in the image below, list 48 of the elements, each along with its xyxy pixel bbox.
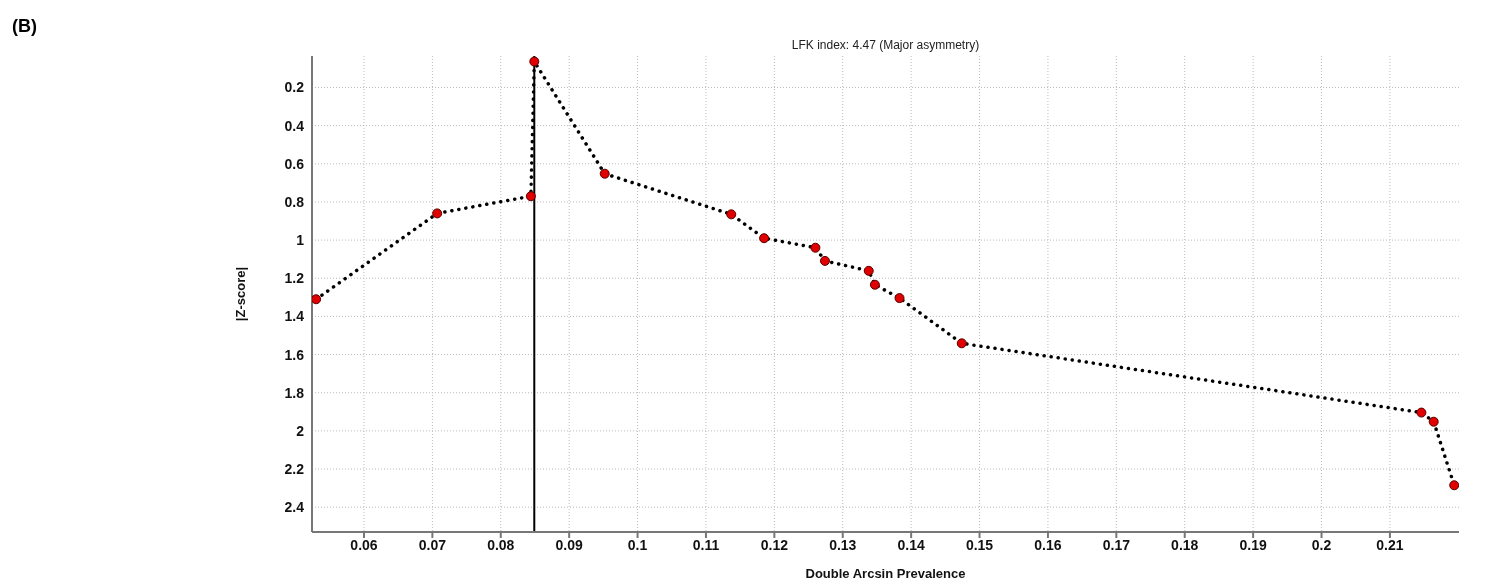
y-tick-label: 1.4: [284, 308, 305, 325]
x-tick-label: 0.09: [555, 536, 584, 553]
y-tick-label: 2.4: [284, 499, 305, 516]
x-tick-label: 0.19: [1239, 536, 1267, 553]
y-tick-label: 0.8: [284, 193, 305, 210]
point: [956, 338, 967, 349]
point: [525, 191, 536, 202]
x-tick-label: 0.16: [1034, 536, 1062, 553]
point: [599, 168, 610, 179]
x-tick-label: 0.21: [1376, 536, 1404, 553]
x-tick-label: 0.11: [692, 536, 720, 553]
point: [869, 279, 880, 290]
y-tick-label: 0.6: [284, 155, 305, 172]
y-tick-label: 0.2: [284, 79, 305, 96]
point: [1449, 480, 1459, 491]
y-tick-label: 1.6: [284, 346, 305, 363]
point: [810, 242, 821, 253]
x-tick-label: 0.06: [350, 536, 378, 553]
y-tick-label: 1.8: [284, 384, 305, 401]
point: [529, 56, 540, 67]
point: [312, 294, 322, 305]
x-tick-label: 0.17: [1102, 536, 1131, 553]
point: [863, 265, 874, 276]
y-tick-label: 1: [296, 232, 305, 249]
point: [894, 293, 905, 304]
y-tick-label: 0.4: [284, 117, 305, 134]
point: [432, 208, 443, 219]
x-tick-label: 0.07: [418, 536, 447, 553]
x-tick-label: 0.08: [487, 536, 515, 553]
text: (B): [12, 16, 37, 37]
y-tick-label: 2.2: [284, 461, 305, 478]
x-tick-label: 0.15: [965, 536, 994, 553]
chart-title: LFK index: 4.47 (Major asymmetry): [790, 38, 981, 52]
y-tick-label: 1.2: [284, 270, 305, 287]
point: [759, 233, 770, 244]
y-axis-title: |Z-score|: [232, 266, 248, 322]
point: [1428, 416, 1439, 427]
y-tick-label: 2: [296, 422, 305, 439]
point: [726, 209, 737, 220]
x-tick-label: 0.18: [1171, 536, 1199, 553]
x-tick-label: 0.12: [760, 536, 789, 553]
x-tick-label: 0.1: [627, 536, 648, 553]
x-tick-label: 0.14: [897, 536, 925, 553]
x-tick-label: 0.13: [829, 536, 857, 553]
point: [819, 255, 830, 266]
x-tick-label: 0.2: [1311, 536, 1332, 553]
point: [1416, 407, 1427, 418]
x-axis-title: Double Arcsin Prevalence: [805, 566, 966, 581]
